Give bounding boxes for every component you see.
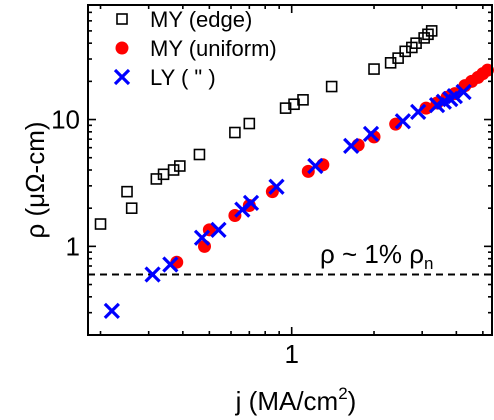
plot-frame [87,4,493,336]
data-point [125,202,138,214]
data-point [193,229,211,246]
data-point [94,218,107,230]
legend: MY (edge) MY (uniform) LY ( " ) [113,7,277,90]
x-axis-title: j (MA/cm2) [235,384,357,416]
data-point [368,63,380,75]
legend-marker [113,68,131,86]
legend-marker [115,41,129,55]
x-tick-label: 1 [284,339,298,369]
x-stroke [193,229,211,246]
x-stroke [210,221,227,238]
x-axis-title-superscript: 2 [338,384,347,403]
data-point [394,113,412,130]
data-point [103,302,120,319]
y-tick-label: 10 [51,105,80,135]
data-point [418,32,430,44]
x-stroke [144,266,161,283]
data-point [343,137,360,154]
data-point [422,28,434,41]
x-stroke [113,68,131,86]
y-axis-title: ρ (μΩ-cm) [20,121,50,238]
data-point [193,148,206,161]
annotation-subscript: n [424,254,433,273]
data-point [144,266,161,283]
x-stroke [242,194,260,212]
x-axis-title-text: j (MA/cm [235,386,339,416]
data-point [243,117,256,130]
x-stroke [362,125,380,143]
axes: 1 1 10 [51,4,493,369]
data-point [446,87,463,105]
legend-label: LY ( " ) [150,65,216,90]
x-stroke [455,83,472,101]
legend-entry: LY ( " ) [113,65,216,90]
x-stroke [162,256,179,273]
y-tick-label: 1 [66,231,80,261]
annotation-main: ρ ~ 1% ρ [320,239,424,269]
data-point [174,160,186,172]
x-stroke [103,302,120,319]
annotation: ρ ~ 1% ρn [320,239,433,273]
data-point [455,83,472,101]
data-point [210,221,227,238]
x-stroke [394,113,412,130]
data-point [410,103,427,120]
legend-label: MY (uniform) [150,36,277,61]
x-stroke [446,87,463,105]
legend-marker [116,13,128,25]
data-point [162,256,179,273]
legend-label: MY (edge) [150,7,252,32]
data-point [362,125,380,143]
x-stroke [343,137,360,154]
data-point [279,102,292,114]
data-point [392,52,404,64]
x-stroke [307,157,324,175]
legend-entry: MY (edge) [116,7,252,32]
data-point [242,194,260,212]
data-point [425,25,438,37]
data-point [121,185,133,198]
x-axis-title-suffix: ) [348,386,357,416]
x-stroke [410,103,427,120]
legend-entry: MY (uniform) [115,36,277,61]
plot-area [88,25,494,319]
data-point [268,178,285,195]
data-point [167,164,180,176]
series-1 [94,25,438,230]
x-stroke [268,178,285,195]
series-3 [103,83,472,319]
data-point [229,126,241,139]
data-point [419,101,433,115]
data-point [307,157,324,175]
data-point [325,80,338,93]
data-point [481,63,494,77]
data-point [297,94,309,106]
data-point [399,45,411,58]
